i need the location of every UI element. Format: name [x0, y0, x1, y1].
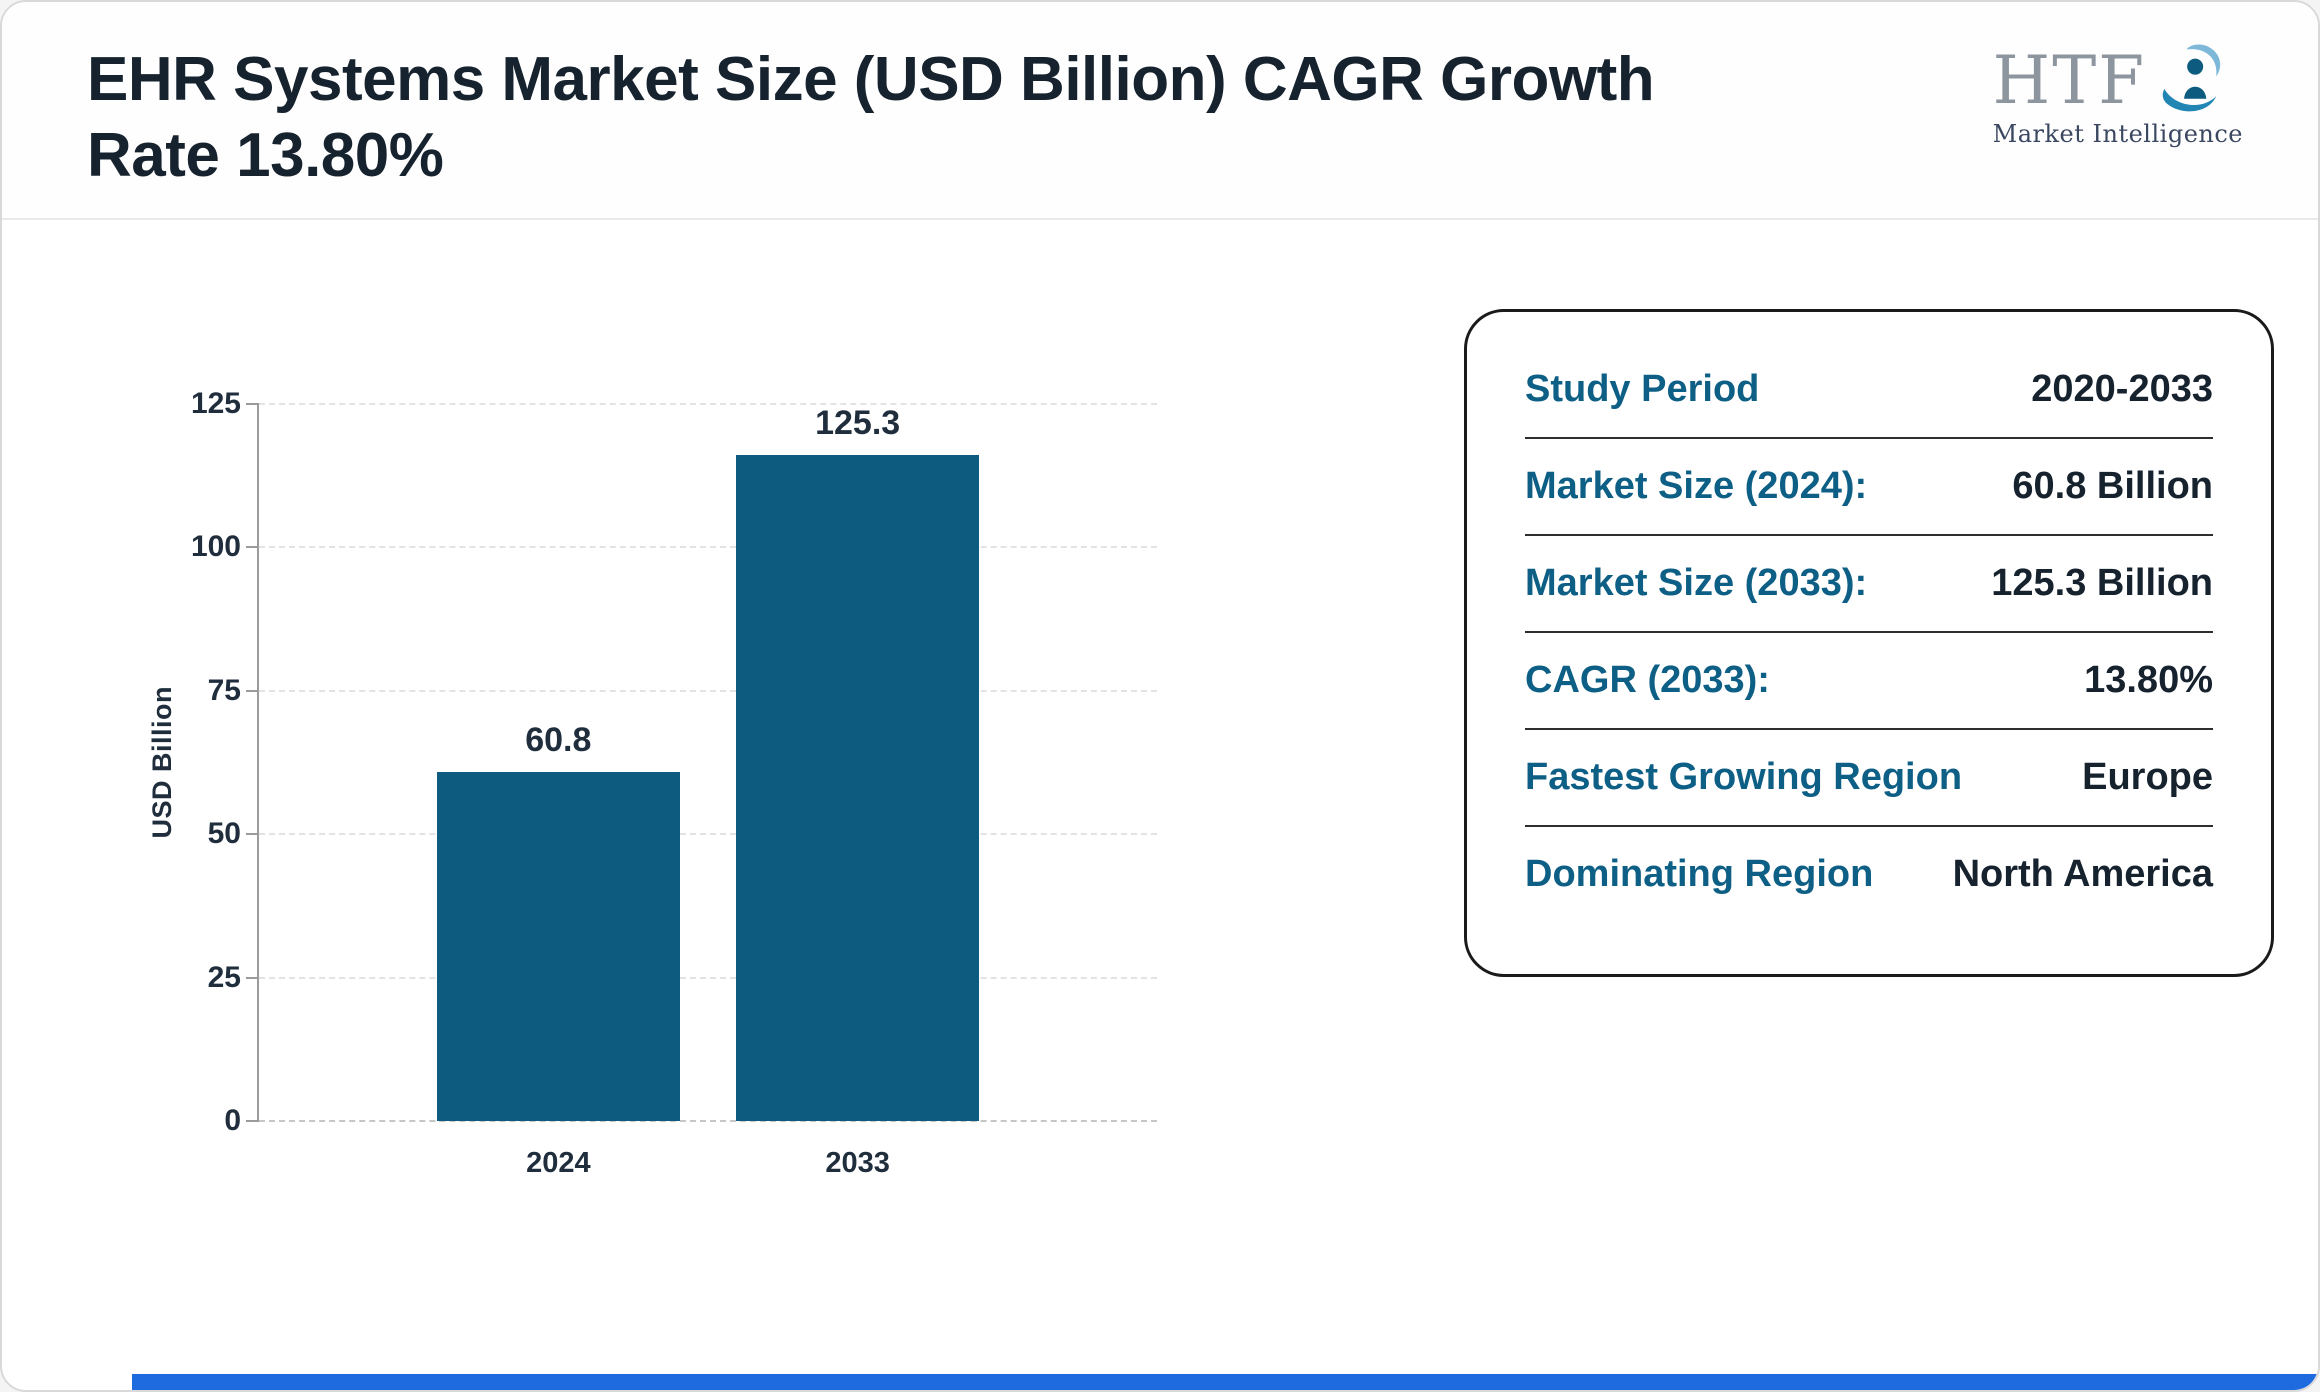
y-tick-mark [246, 689, 259, 692]
header: EHR Systems Market Size (USD Billion) CA… [2, 2, 2318, 220]
info-label: CAGR (2033): [1525, 659, 1770, 701]
y-axis-title: USD Billion [141, 404, 183, 1121]
info-value: 60.8 Billion [2012, 465, 2213, 507]
info-label: Fastest Growing Region [1525, 756, 1963, 798]
gridline [259, 689, 1157, 692]
logo-text: HTF [1992, 42, 2147, 119]
gridline [259, 976, 1157, 979]
y-tick-label: 25 [207, 960, 241, 994]
bottom-strip [132, 1374, 2318, 1390]
y-tick-mark [246, 403, 259, 405]
logo-subtext: Market Intelligence [1992, 120, 2243, 148]
info-row: Dominating Region North America [1525, 827, 2213, 922]
info-label: Study Period [1525, 368, 1760, 410]
y-tick-label: 0 [224, 1104, 241, 1137]
bar-2033 [736, 455, 979, 1121]
info-rows: Study Period 2020-2033 Market Size (2024):… [1525, 342, 2213, 922]
plot-area: USD Billion 0 25 50 75 100 125 60.8 2024 125.3 20… [147, 387, 1157, 1179]
htf-logo: HTF Market Intelligence [1992, 42, 2243, 148]
bar-column-2033: 125.3 [736, 404, 979, 1121]
page-title: EHR Systems Market Size (USD Billion) CA… [87, 45, 1655, 190]
bar-2024 [437, 772, 680, 1121]
gridline [259, 1120, 1157, 1122]
y-tick-mark [246, 833, 259, 836]
info-row: Fastest Growing Region Europe [1525, 730, 2213, 827]
info-value: 125.3 Billion [1991, 562, 2213, 604]
info-value: 2020-2033 [2031, 368, 2213, 410]
info-label: Market Size (2033): [1525, 562, 1868, 604]
info-value: North America [1952, 853, 2213, 895]
info-label: Market Size (2024): [1525, 465, 1868, 507]
info-value: Europe [2082, 756, 2213, 798]
info-row: Study Period 2020-2033 [1525, 342, 2213, 439]
y-tick-mark [246, 976, 259, 979]
y-tick-label: 50 [207, 817, 241, 851]
gridline [259, 546, 1157, 549]
y-axis-title-text: USD Billion [146, 686, 177, 839]
info-card: Study Period 2020-2033 Market Size (2024):… [1464, 309, 2274, 977]
gridline [259, 403, 1157, 405]
y-tick-mark [246, 1120, 259, 1122]
y-tick-label: 100 [190, 530, 241, 564]
x-tick-label: 2033 [825, 1147, 890, 1179]
info-row: Market Size (2024): 60.8 Billion [1525, 439, 2213, 536]
info-row: CAGR (2033): 13.80% [1525, 633, 2213, 730]
y-tick-mark [246, 546, 259, 549]
y-tick-label: 75 [207, 673, 241, 707]
info-value: 13.80% [2084, 659, 2213, 701]
info-row: Market Size (2033): 125.3 Billion [1525, 536, 2213, 633]
logo-row: HTF [1992, 42, 2243, 119]
info-label: Dominating Region [1525, 853, 1874, 895]
y-tick-label: 125 [190, 387, 241, 420]
gridline [259, 833, 1157, 836]
bar-value-label: 60.8 [525, 721, 592, 760]
logo-swirl-icon [2162, 44, 2221, 112]
bar-value-label: 125.3 [815, 404, 901, 442]
x-tick-label: 2024 [526, 1147, 591, 1179]
bar-column-2024: 60.8 [437, 404, 680, 1121]
